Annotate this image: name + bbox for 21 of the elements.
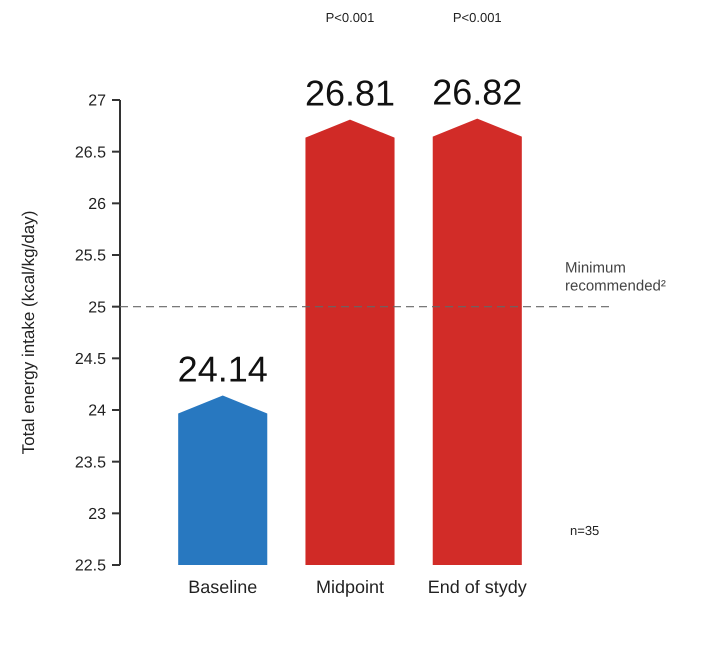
y-tick-label: 23.5 [74, 454, 106, 472]
x-tick-label: End of stydy [428, 577, 527, 597]
y-tick-label: 27 [88, 92, 106, 110]
y-tick-label: 25 [88, 299, 106, 316]
y-tick-label: 26.5 [74, 144, 106, 162]
text: P<0.001 [326, 10, 374, 25]
y-tick-label: 23 [88, 506, 106, 523]
y-tick-label: 24 [88, 402, 106, 420]
x-tick-label: Midpoint [316, 577, 384, 597]
y-tick-label: 25.5 [74, 248, 106, 265]
data-label: 26.82 [432, 72, 522, 113]
y-tick-label: 22.5 [74, 558, 106, 575]
text: P<0.001 [452, 10, 502, 25]
annotation: n=35 [570, 523, 600, 538]
ref-line-label: Minimum recommended² [565, 260, 666, 295]
x-tick-label: Baseline [188, 577, 258, 597]
y-tick-label: 26 [88, 196, 106, 213]
y-axis-title: Total energy intake (kcal/kg/day) [19, 210, 38, 454]
data-label: 26.81 [304, 72, 396, 114]
data-label: 24.14 [178, 348, 268, 390]
y-tick-label: 24.5 [74, 350, 106, 368]
